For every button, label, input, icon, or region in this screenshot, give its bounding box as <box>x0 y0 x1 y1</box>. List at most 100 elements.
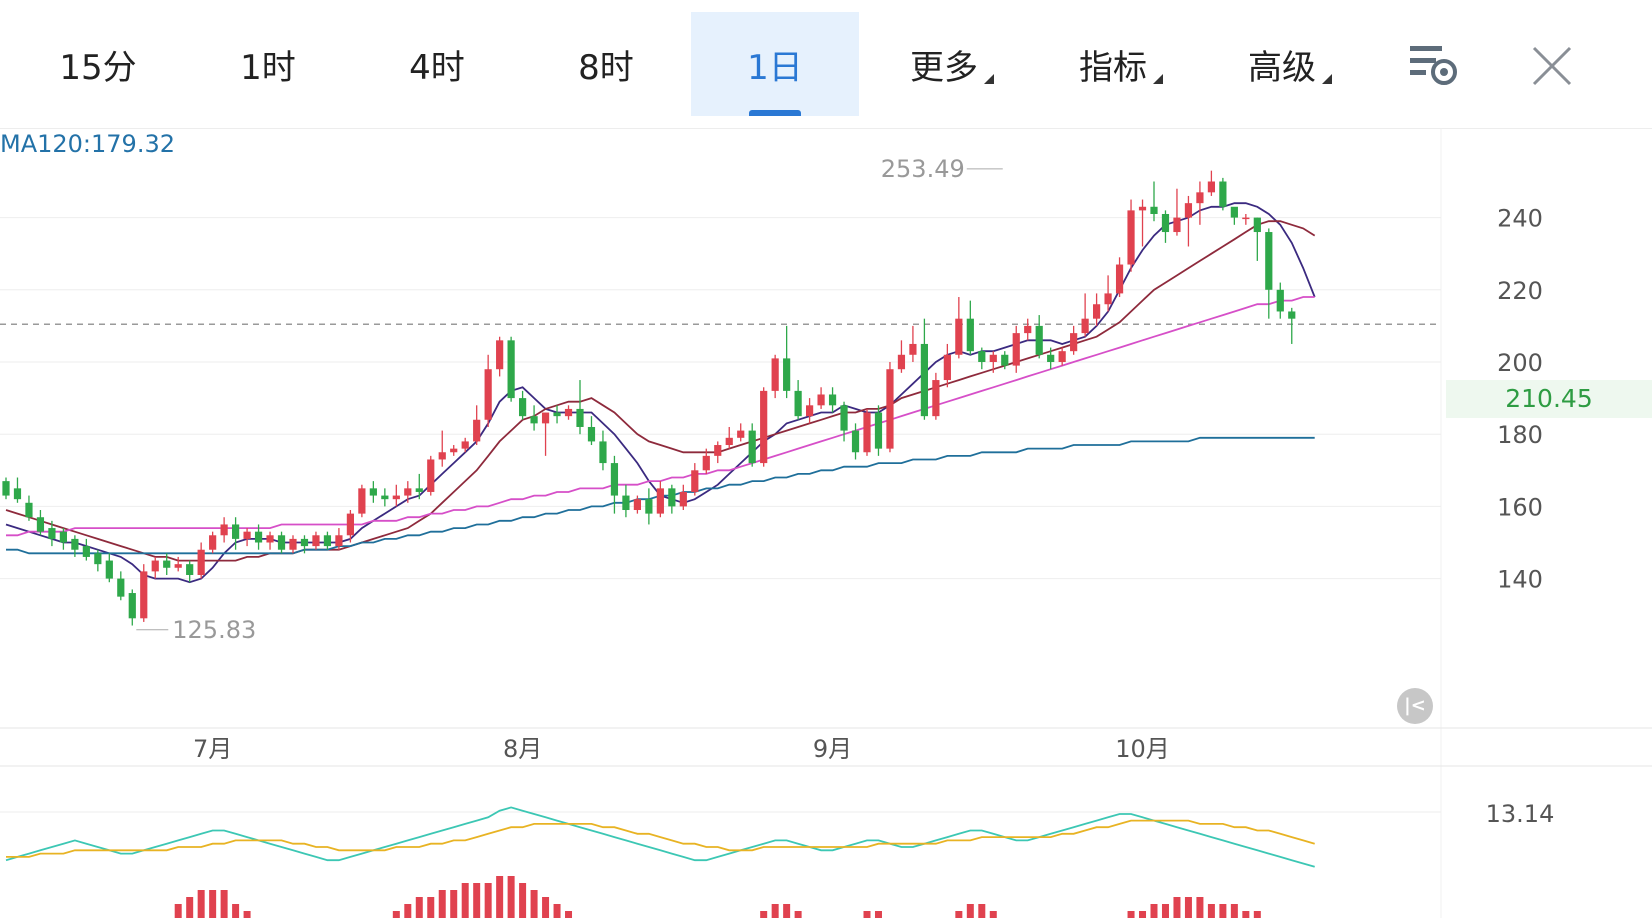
tab-1day[interactable]: 1日 <box>691 12 859 116</box>
candle-body <box>1093 304 1101 319</box>
candle-body <box>1196 192 1204 204</box>
candle-body <box>851 430 860 453</box>
low-marker-label: 125.83 <box>172 616 256 644</box>
macd-histogram-bar <box>392 911 400 918</box>
candle-body <box>1024 325 1032 334</box>
macd-histogram-bar <box>989 911 997 918</box>
candle-body <box>266 535 274 543</box>
macd-histogram-bar <box>209 890 217 918</box>
candle-body <box>277 535 286 550</box>
macd-histogram-bar <box>966 904 974 918</box>
chart-settings-icon[interactable] <box>1408 42 1462 90</box>
macd-histogram-bar <box>1253 911 1261 918</box>
candle-body <box>1104 293 1112 305</box>
tab-1hour[interactable]: 1时 <box>184 12 352 116</box>
macd-histogram-bar <box>1139 911 1147 918</box>
candle-body <box>1242 217 1250 220</box>
candle-body <box>564 408 573 417</box>
candle-body <box>828 394 837 406</box>
candle-body <box>82 546 90 557</box>
candle-body <box>312 535 320 547</box>
macd-histogram-bar <box>484 883 492 918</box>
dropdown-caret-icon <box>984 74 994 84</box>
candle-body <box>59 531 67 543</box>
macd-histogram-bar <box>783 904 791 918</box>
candle-body <box>966 318 974 352</box>
candle-body <box>760 390 768 464</box>
macd-histogram-bar <box>438 890 446 918</box>
jump-to-latest-button[interactable]: |< <box>1397 688 1433 724</box>
tab-label: 1日 <box>747 47 803 88</box>
candle-body <box>174 564 182 568</box>
x-tick-label: 8月 <box>503 735 542 763</box>
candle-body <box>254 531 263 543</box>
macd-histogram-bar <box>794 911 802 918</box>
macd-histogram-bar <box>542 897 550 918</box>
candle-body <box>369 488 377 496</box>
candle-body <box>909 343 917 355</box>
macd-histogram-bar <box>473 883 481 918</box>
close-icon[interactable] <box>1530 44 1574 88</box>
candle-body <box>450 448 458 453</box>
candle-body <box>610 463 619 496</box>
tab-more-dropdown[interactable]: 更多 <box>860 12 1028 116</box>
candle-body <box>140 571 148 619</box>
tab-advanced-dropdown[interactable]: 高级 <box>1198 12 1366 116</box>
tab-label: 1时 <box>240 47 296 88</box>
tab-4hour[interactable]: 4时 <box>353 12 521 116</box>
candle-body <box>587 426 596 442</box>
candle-body <box>725 437 733 446</box>
candle-body <box>473 419 481 442</box>
macd-histogram-bar <box>771 904 779 918</box>
candle-body <box>553 412 561 417</box>
candle-body <box>519 398 527 417</box>
dropdown-caret-icon <box>1322 74 1332 84</box>
x-tick-label: 10月 <box>1115 735 1170 763</box>
candle-body <box>151 560 159 572</box>
candle-body <box>633 499 641 511</box>
macd-histogram-bar <box>1196 897 1204 918</box>
candle-body <box>346 513 354 536</box>
y-tick-label: 180 <box>1497 421 1543 449</box>
tab-label: 高级 <box>1248 47 1316 88</box>
y-tick-label: 140 <box>1497 566 1543 594</box>
macd-histogram-bar <box>186 897 194 918</box>
y-tick-label: 240 <box>1497 205 1543 233</box>
macd-dea-line <box>6 819 1315 858</box>
jump-latest-icon: |< <box>1404 695 1426 716</box>
y-tick-label: 200 <box>1497 349 1543 377</box>
candle-body <box>932 380 940 417</box>
macd-histogram-bar <box>1173 897 1181 918</box>
macd-histogram-bar <box>197 890 205 918</box>
candle-body <box>2 481 10 496</box>
candle-body <box>117 578 125 597</box>
candle-body <box>163 560 171 568</box>
candle-body <box>1253 217 1261 233</box>
candle-body <box>748 430 756 464</box>
tab-label: 指标 <box>1079 47 1147 88</box>
candle-body <box>1150 206 1158 214</box>
candle-body <box>392 495 400 500</box>
macd-histogram-bar <box>760 911 768 918</box>
candle-body <box>197 549 205 575</box>
candle-body <box>13 488 22 500</box>
tab-8hour[interactable]: 8时 <box>522 12 690 116</box>
candle-body <box>1001 354 1009 366</box>
macd-histogram-bar <box>530 890 538 918</box>
tab-label: 更多 <box>910 47 978 88</box>
tab-15min[interactable]: 15分 <box>14 12 182 116</box>
candle-body <box>381 495 389 500</box>
candle-body <box>874 412 883 449</box>
candle-body <box>461 441 469 449</box>
candlestick-chart[interactable]: 140 160 180 200 220 240 7月 8月 9月 10月 253.49 125.83 1… <box>0 128 1652 918</box>
candle-body <box>1070 333 1078 352</box>
candle-body <box>300 538 309 547</box>
tab-indicators-dropdown[interactable]: 指标 <box>1029 12 1197 116</box>
macd-histogram-bar <box>232 904 240 918</box>
candle-body <box>323 535 332 547</box>
candle-body <box>1127 210 1135 265</box>
candle-body <box>1265 232 1273 290</box>
macd-histogram-bar <box>1184 897 1192 918</box>
current-price-tag: 210.45 <box>1446 380 1652 418</box>
macd-histogram-bar <box>404 904 412 918</box>
